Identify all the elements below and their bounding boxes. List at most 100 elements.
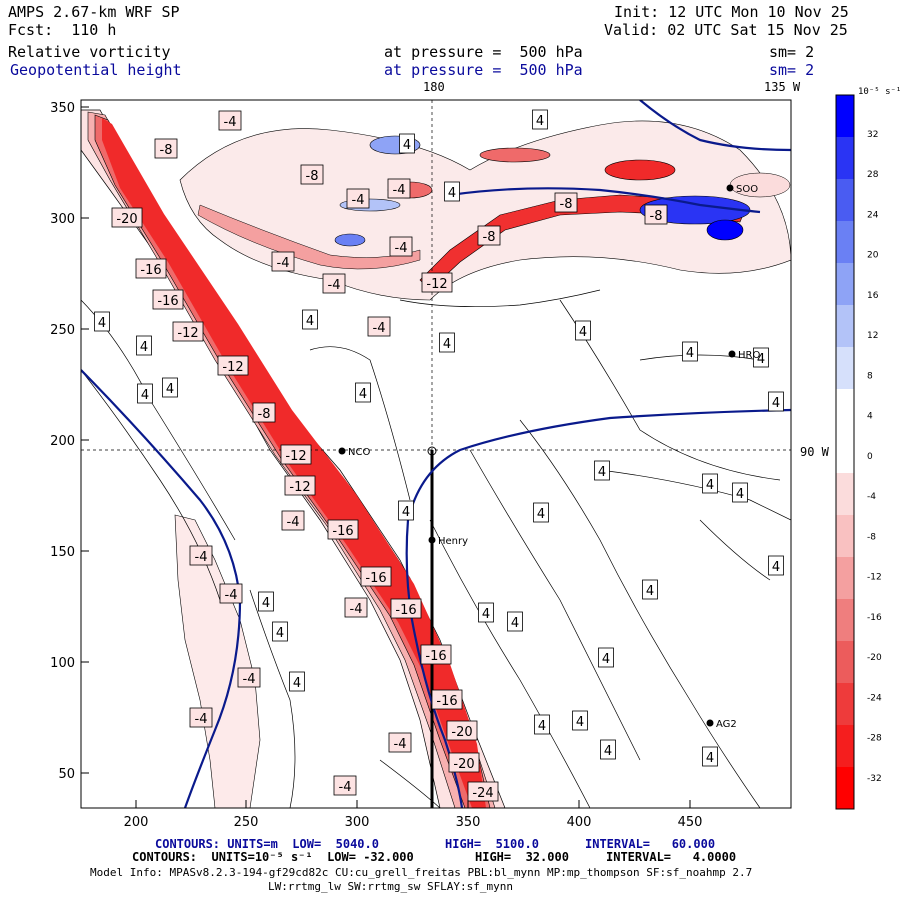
contour-label: 4 bbox=[276, 626, 284, 641]
contour-label-box bbox=[399, 133, 415, 154]
station-marker bbox=[726, 184, 734, 192]
contour-label: 4 bbox=[736, 487, 744, 502]
contour-label-box bbox=[448, 752, 480, 773]
contour-label-box bbox=[217, 355, 249, 376]
y-tick-label: 100 bbox=[50, 656, 75, 671]
plot-frame bbox=[80, 99, 792, 809]
station-marker bbox=[428, 536, 436, 544]
axes-layer: 200 250 300 350 400 450 350 300 250 200 150 100 50 bbox=[50, 101, 702, 830]
field2-name: Geopotential height bbox=[10, 61, 182, 79]
contour-label: -8 bbox=[560, 197, 573, 212]
contour-label: -8 bbox=[483, 230, 496, 245]
contour-label-box bbox=[284, 475, 316, 496]
contour-label-box bbox=[477, 225, 501, 246]
contour-label-box bbox=[218, 110, 242, 131]
contour-label-box bbox=[682, 341, 698, 362]
colorbar-swatch bbox=[836, 557, 854, 600]
contour-label: 4 bbox=[706, 751, 714, 766]
model-title: AMPS 2.67-km WRF SP bbox=[8, 3, 180, 21]
contour-label-box bbox=[322, 273, 346, 294]
upper-shear-band bbox=[419, 194, 746, 291]
colorbar-swatch bbox=[836, 389, 854, 432]
contour-label-box bbox=[355, 382, 371, 403]
geopotential-contour-info: CONTOURS: UNITS=m LOW= 5040.0 bbox=[155, 837, 379, 851]
contour-label-box bbox=[258, 591, 274, 612]
contour-label-box bbox=[572, 710, 588, 731]
contour-label-box bbox=[154, 138, 178, 159]
station-label: HRO bbox=[738, 350, 760, 361]
contour-label-box bbox=[237, 667, 261, 688]
field2-level: at pressure = 500 hPa bbox=[384, 61, 583, 79]
contour-label: 4 bbox=[98, 316, 106, 331]
contour-label-box bbox=[280, 444, 312, 465]
contour-label: 4 bbox=[306, 314, 314, 329]
contour-label: -8 bbox=[160, 143, 173, 158]
contour-label-box bbox=[702, 746, 718, 767]
y-tick-label: 350 bbox=[50, 101, 75, 116]
contour-label-box bbox=[300, 164, 324, 185]
contour-label: -4 bbox=[277, 256, 290, 271]
colorbar-label: -20 bbox=[867, 653, 882, 663]
forecast-hour: Fcst: 110 h bbox=[8, 21, 117, 39]
colorbar-label: -12 bbox=[867, 573, 882, 583]
contour-label: 4 bbox=[402, 505, 410, 520]
contour-label: -12 bbox=[426, 277, 447, 292]
contour-label: 4 bbox=[772, 560, 780, 575]
contour-label: -16 bbox=[436, 694, 457, 709]
contour-label-box bbox=[421, 272, 453, 293]
contour-label: -4 bbox=[352, 193, 365, 208]
contour-label-box bbox=[507, 611, 523, 632]
valid-time: Valid: 02 UTC Sat 15 Nov 25 bbox=[604, 21, 848, 39]
contour-label: -4 bbox=[373, 321, 386, 336]
contour-label: -12 bbox=[177, 326, 198, 341]
x-tick-label: 350 bbox=[456, 815, 481, 830]
contour-label: -4 bbox=[328, 278, 341, 293]
contour-label-box bbox=[272, 621, 288, 642]
contour-label-box bbox=[768, 555, 784, 576]
model-info-radiation: LW:rrtmg_lw SW:rrtmg_sw SFLAY:sf_mynn bbox=[268, 880, 514, 893]
contour-label: -16 bbox=[332, 524, 353, 539]
contour-label: -4 bbox=[393, 183, 406, 198]
contour-label: 4 bbox=[141, 388, 149, 403]
contour-label-box bbox=[598, 647, 614, 668]
contour-label: 4 bbox=[166, 382, 174, 397]
contour-label: 4 bbox=[686, 346, 694, 361]
station-marker bbox=[728, 350, 736, 358]
y-tick-label: 250 bbox=[50, 323, 75, 338]
negative-vorticity-blob-2 bbox=[479, 147, 551, 163]
contour-label: -16 bbox=[425, 649, 446, 664]
contour-label: 4 bbox=[482, 607, 490, 622]
contour-label: -4 bbox=[195, 550, 208, 565]
negative-vorticity-blob-3 bbox=[604, 159, 676, 181]
colorbar-swatch bbox=[836, 599, 854, 642]
contour-label: 4 bbox=[604, 744, 612, 759]
y-tick-label: 200 bbox=[50, 434, 75, 449]
contour-label: 4 bbox=[140, 340, 148, 355]
contour-label-box bbox=[136, 335, 152, 356]
field1-smoothing: sm= 2 bbox=[769, 43, 815, 61]
contour-label: -20 bbox=[453, 757, 474, 772]
contour-label: -4 bbox=[339, 780, 352, 795]
x-tick-label: 400 bbox=[567, 815, 592, 830]
colorbar-label: 8 bbox=[867, 371, 873, 381]
contour-label-box bbox=[398, 500, 414, 521]
contour-label-box bbox=[152, 289, 184, 310]
contour-label-box bbox=[431, 689, 463, 710]
colorbar: 32 28 24 20 16 12 8 4 0 -4 -8 -12 -16 -20 -24 -28 -32 bbox=[835, 94, 882, 810]
contour-label: 4 bbox=[511, 616, 519, 631]
colorbar-swatch bbox=[836, 431, 854, 474]
colorbar-swatch bbox=[836, 137, 854, 180]
x-tick-label: 250 bbox=[234, 815, 259, 830]
colorbar-label: 28 bbox=[867, 170, 879, 180]
contour-label-box bbox=[94, 311, 110, 332]
contour-label-box bbox=[135, 258, 167, 279]
colorbar-swatch bbox=[836, 347, 854, 390]
colorbar-swatch bbox=[836, 305, 854, 348]
contour-label: -20 bbox=[451, 725, 472, 740]
contour-label: -8 bbox=[650, 209, 663, 224]
upper-shear-band-2 bbox=[197, 204, 421, 270]
contour-label: -4 bbox=[224, 115, 237, 130]
contour-label-box bbox=[360, 566, 392, 587]
x-tick-label: 450 bbox=[678, 815, 703, 830]
